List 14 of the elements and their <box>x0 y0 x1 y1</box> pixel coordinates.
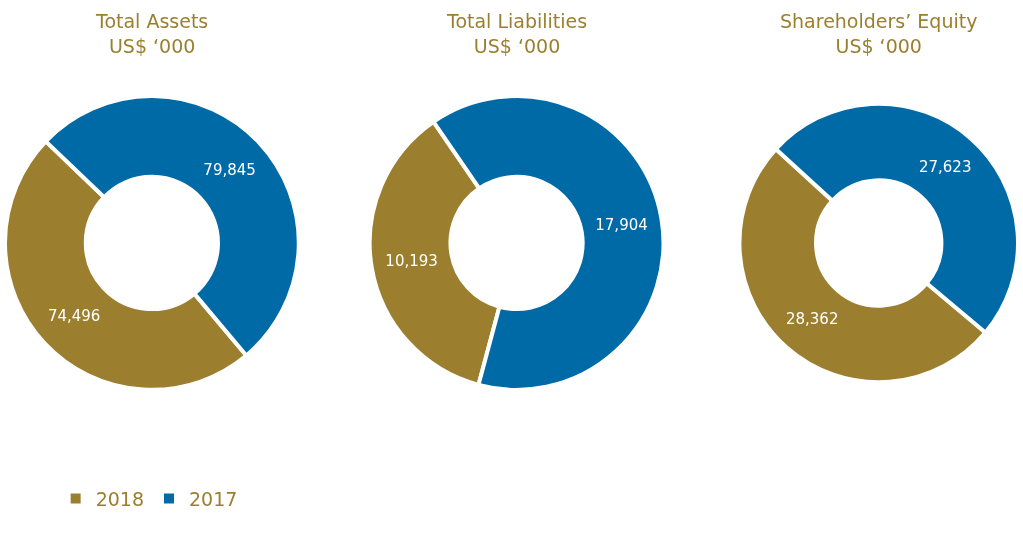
data-label: 17,904 <box>595 216 648 235</box>
data-label: 27,623 <box>918 157 972 176</box>
chart-title: Shareholders’ Equity <box>780 10 978 32</box>
legend-label: 2017 <box>189 487 238 510</box>
chart-subtitle: US$ ‘000 <box>473 34 561 57</box>
legend-label: 2018 <box>95 487 145 510</box>
chart-subtitle: US$ ‘000 <box>108 34 196 57</box>
data-label: 74,496 <box>47 306 101 325</box>
data-label: 10,193 <box>385 251 438 270</box>
chart-subtitle: US$ ‘000 <box>835 34 922 57</box>
data-label: 79,845 <box>203 161 256 180</box>
chart-title: Total Assets <box>95 10 209 32</box>
data-label: 28,362 <box>785 309 839 328</box>
chart-title: Total Liabilities <box>446 10 588 32</box>
